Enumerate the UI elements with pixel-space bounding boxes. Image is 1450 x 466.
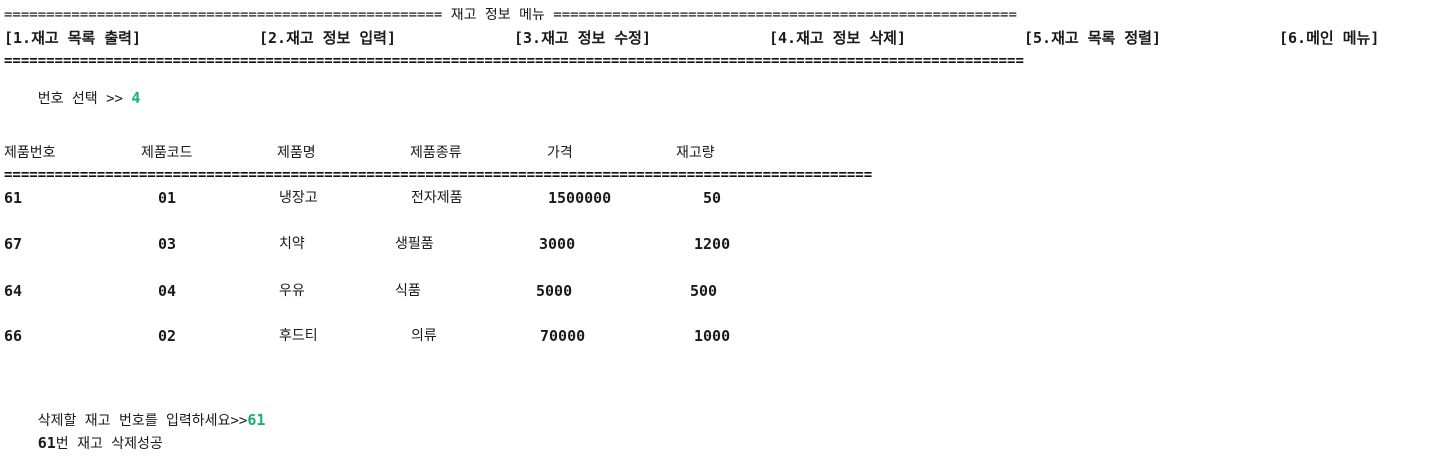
menu-item-add-stock: [2.재고 정보 입력] — [259, 29, 396, 47]
selection-prompt: 번호 선택 >> — [37, 91, 132, 107]
menu-item-sort-stock: [5.재고 목록 정렬] — [1024, 29, 1161, 47]
delete-input-value: 61 — [247, 411, 266, 429]
menu-item-list-stock: [1.재고 목록 출력] — [4, 29, 141, 47]
cell-product-name: 냉장고 — [279, 190, 318, 206]
cell-product-no: 67 — [4, 235, 23, 253]
cell-price: 5000 — [536, 282, 573, 300]
delete-result-number: 61 — [37, 434, 56, 452]
cell-product-name: 후드티 — [279, 328, 318, 344]
console-window: ========================================… — [4, 8, 1380, 451]
cell-product-type: 의류 — [411, 328, 437, 344]
cell-price: 3000 — [539, 235, 576, 253]
cell-product-no: 66 — [4, 327, 23, 345]
selection-line: 번호 선택 >> 4 — [4, 77, 141, 120]
cell-stock: 1200 — [694, 235, 731, 253]
header-product-code: 제품코드 — [141, 145, 193, 161]
cell-product-type: 전자제품 — [411, 190, 463, 206]
delete-prompt-line: 삭제할 재고 번호를 입력하세요>>61 — [4, 399, 266, 442]
cell-product-name: 우유 — [279, 283, 305, 299]
delete-prompt: 삭제할 재고 번호를 입력하세요>> — [37, 413, 248, 429]
cell-price: 70000 — [540, 327, 586, 345]
cell-product-type: 식품 — [395, 283, 421, 299]
menu-title-rule: ========================================… — [4, 8, 1017, 22]
cell-product-code: 01 — [158, 189, 177, 207]
cell-price: 1500000 — [548, 189, 612, 207]
header-product-no: 제품번호 — [4, 145, 56, 161]
table-separator: ========================================… — [4, 168, 873, 182]
cell-stock: 500 — [690, 282, 718, 300]
menu-separator: ========================================… — [4, 54, 1024, 68]
delete-result-text: 번 재고 삭제성공 — [55, 436, 163, 452]
header-stock: 재고량 — [676, 145, 715, 161]
cell-product-code: 03 — [158, 235, 177, 253]
delete-result-line: 61번 재고 삭제성공 — [4, 422, 163, 465]
header-price: 가격 — [547, 145, 573, 161]
cell-product-name: 치약 — [279, 236, 305, 252]
menu-item-main-menu: [6.메인 메뉴] — [1279, 29, 1380, 47]
cell-product-type: 생필품 — [395, 236, 434, 252]
cell-product-no: 61 — [4, 189, 23, 207]
menu-item-delete-stock: [4.재고 정보 삭제] — [769, 29, 906, 47]
header-product-type: 제품종류 — [410, 145, 462, 161]
header-product-name: 제품명 — [277, 145, 316, 161]
cell-product-code: 02 — [158, 327, 177, 345]
selection-value: 4 — [131, 89, 141, 107]
cell-stock: 50 — [703, 189, 722, 207]
menu-item-edit-stock: [3.재고 정보 수정] — [514, 29, 651, 47]
cell-product-code: 04 — [158, 282, 177, 300]
cell-product-no: 64 — [4, 282, 23, 300]
cell-stock: 1000 — [694, 327, 731, 345]
